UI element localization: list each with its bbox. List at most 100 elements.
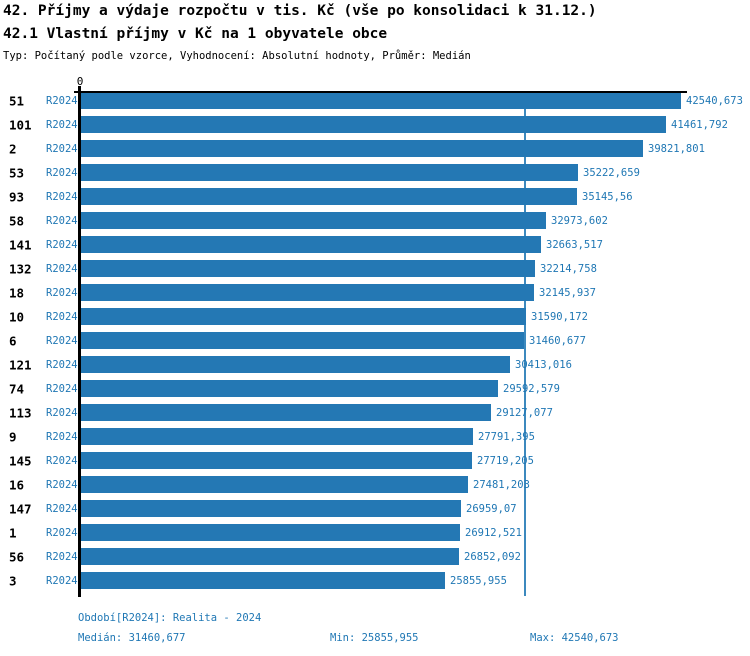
- y-axis-line: [78, 86, 81, 597]
- chart-row: 18 R2024 32145,937: [0, 284, 750, 301]
- row-bar: [80, 236, 541, 253]
- row-series-label: R2024: [46, 574, 78, 587]
- row-bar: [80, 548, 459, 565]
- row-series-label: R2024: [46, 406, 78, 419]
- row-bar: [80, 212, 546, 229]
- row-rank-label: 56: [9, 549, 25, 564]
- row-series-label: R2024: [46, 262, 78, 275]
- row-rank-label: 101: [9, 117, 32, 132]
- row-value-label: 41461,792: [671, 118, 728, 131]
- row-value-label: 35145,56: [582, 190, 633, 203]
- row-bar: [80, 452, 472, 469]
- row-bar: [80, 404, 491, 421]
- chart-row: 3 R2024 25855,955: [0, 572, 750, 589]
- footer-median: Medián: 31460,677: [78, 632, 186, 644]
- row-series-label: R2024: [46, 526, 78, 539]
- chart-row: 93 R2024 35145,56: [0, 188, 750, 205]
- row-value-label: 30413,016: [515, 358, 572, 371]
- row-series-label: R2024: [46, 118, 78, 131]
- row-value-label: 32973,602: [551, 214, 608, 227]
- row-rank-label: 16: [9, 477, 25, 492]
- row-rank-label: 18: [9, 285, 25, 300]
- chart-row: 10 R2024 31590,172: [0, 308, 750, 325]
- row-bar: [80, 116, 666, 133]
- row-series-label: R2024: [46, 430, 78, 443]
- row-value-label: 26959,07: [466, 502, 517, 515]
- row-rank-label: 9: [9, 429, 17, 444]
- row-bar: [80, 332, 524, 349]
- row-rank-label: 2: [9, 141, 17, 156]
- row-value-label: 27791,395: [478, 430, 535, 443]
- row-bar: [80, 164, 578, 181]
- row-rank-label: 58: [9, 213, 25, 228]
- row-rank-label: 3: [9, 573, 17, 588]
- row-series-label: R2024: [46, 550, 78, 563]
- row-rank-label: 145: [9, 453, 32, 468]
- row-value-label: 27719,205: [477, 454, 534, 467]
- chart-row: 132 R2024 32214,758: [0, 260, 750, 277]
- row-series-label: R2024: [46, 310, 78, 323]
- row-rank-label: 10: [9, 309, 25, 324]
- row-bar: [80, 260, 535, 277]
- row-rank-label: 121: [9, 357, 32, 372]
- row-rank-label: 51: [9, 93, 25, 108]
- row-rank-label: 113: [9, 405, 32, 420]
- chart-row: 1 R2024 26912,521: [0, 524, 750, 541]
- row-rank-label: 147: [9, 501, 32, 516]
- row-rank-label: 1: [9, 525, 17, 540]
- row-value-label: 26852,092: [464, 550, 521, 563]
- chart-row: 121 R2024 30413,016: [0, 356, 750, 373]
- row-value-label: 29127,077: [496, 406, 553, 419]
- chart-row: 2 R2024 39821,801: [0, 140, 750, 157]
- chart-meta-info: Typ: Počítaný podle vzorce, Vyhodnocení:…: [3, 50, 471, 62]
- row-series-label: R2024: [46, 214, 78, 227]
- row-value-label: 35222,659: [583, 166, 640, 179]
- row-series-label: R2024: [46, 478, 78, 491]
- chart-row: 58 R2024 32973,602: [0, 212, 750, 229]
- row-value-label: 25855,955: [450, 574, 507, 587]
- footer-max: Max: 42540,673: [530, 632, 619, 644]
- row-bar: [80, 308, 526, 325]
- row-bar: [80, 428, 473, 445]
- row-value-label: 32663,517: [546, 238, 603, 251]
- row-series-label: R2024: [46, 454, 78, 467]
- chart-row: 113 R2024 29127,077: [0, 404, 750, 421]
- row-series-label: R2024: [46, 238, 78, 251]
- row-bar: [80, 140, 643, 157]
- chart-row: 74 R2024 29592,579: [0, 380, 750, 397]
- footer-min: Min: 25855,955: [330, 632, 419, 644]
- row-value-label: 32145,937: [539, 286, 596, 299]
- chart-row: 56 R2024 26852,092: [0, 548, 750, 565]
- row-bar: [80, 476, 468, 493]
- row-value-label: 31460,677: [529, 334, 586, 347]
- row-value-label: 29592,579: [503, 382, 560, 395]
- chart-row: 51 R2024 42540,673: [0, 92, 750, 109]
- row-value-label: 31590,172: [531, 310, 588, 323]
- row-bar: [80, 500, 461, 517]
- row-series-label: R2024: [46, 166, 78, 179]
- row-rank-label: 74: [9, 381, 25, 396]
- bar-chart: 51 R2024 42540,673 101 R2024 41461,792 2…: [0, 92, 750, 596]
- axis-zero-tick-label: 0: [76, 75, 84, 88]
- row-series-label: R2024: [46, 94, 78, 107]
- row-series-label: R2024: [46, 358, 78, 371]
- row-value-label: 27481,203: [473, 478, 530, 491]
- row-value-label: 42540,673: [686, 94, 743, 107]
- row-value-label: 26912,521: [465, 526, 522, 539]
- row-series-label: R2024: [46, 334, 78, 347]
- page-title: 42. Příjmy a výdaje rozpočtu v tis. Kč (…: [3, 3, 597, 19]
- row-rank-label: 93: [9, 189, 25, 204]
- chart-row: 53 R2024 35222,659: [0, 164, 750, 181]
- row-series-label: R2024: [46, 382, 78, 395]
- row-series-label: R2024: [46, 142, 78, 155]
- row-series-label: R2024: [46, 286, 78, 299]
- chart-row: 16 R2024 27481,203: [0, 476, 750, 493]
- median-reference-line: [524, 92, 526, 596]
- chart-row: 6 R2024 31460,677: [0, 332, 750, 349]
- row-rank-label: 141: [9, 237, 32, 252]
- row-bar: [80, 380, 498, 397]
- footer-period: Období[R2024]: Realita - 2024: [78, 612, 262, 624]
- chart-row: 145 R2024 27719,205: [0, 452, 750, 469]
- row-value-label: 39821,801: [648, 142, 705, 155]
